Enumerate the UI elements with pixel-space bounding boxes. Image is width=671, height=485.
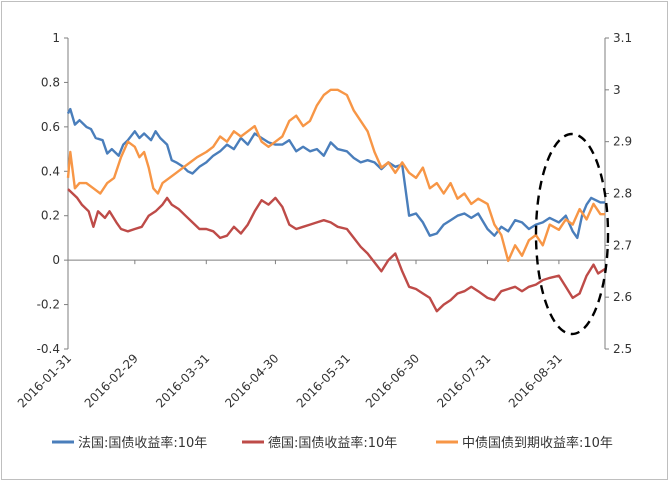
legend-label-2: 德国:国债收益率:10年 [268,435,397,451]
right-y-tick-label: 2.8 [613,187,632,201]
left-y-tick-label: 0.2 [41,209,60,223]
x-tick-label: 2016-03-31 [153,351,212,410]
left-y-tick-label: 0 [52,253,60,267]
dashed-ellipse-annotation [534,132,610,336]
series-line-3 [66,88,605,263]
left-y-tick-label: 1 [52,31,60,45]
legend-label-1: 法国:国债收益率:10年 [78,435,207,451]
right-y-tick-label: 2.9 [613,135,632,149]
legend-label-3: 中债国债到期收益率:10年 [462,435,613,451]
left-y-tick-label: 0.8 [41,75,60,89]
right-y-tick-label: 3 [613,83,621,97]
x-tick-label: 2016-01-31 [15,351,74,410]
right-y-tick-label: 2.5 [613,342,632,356]
series-line-2 [67,188,606,313]
series-group [66,88,606,313]
left-y-tick-label: 0.6 [41,120,60,134]
left-y-tick-label: -0.2 [37,298,60,312]
annotation-group [534,132,610,336]
x-tick-label: 2016-06-30 [363,351,422,410]
right-y-tick-label: 2.7 [613,238,632,252]
x-tick-label: 2016-07-31 [434,351,493,410]
left-y-tick-label: -0.4 [37,342,60,356]
series-line-1 [66,107,605,240]
x-tick-label: 2016-08-31 [506,351,565,410]
x-tick-label: 2016-02-29 [82,351,141,410]
x-tick-label: 2016-05-31 [294,351,353,410]
legend: 法国:国债收益率:10年 德国:国债收益率:10年 中债国债到期收益率:10年 [52,435,613,451]
right-y-tick-label: 3.1 [613,31,632,45]
right-y-tick-label: 2.6 [613,290,632,304]
left-y-tick-label: 0.4 [41,164,60,178]
x-tick-label: 2016-04-30 [222,351,281,410]
